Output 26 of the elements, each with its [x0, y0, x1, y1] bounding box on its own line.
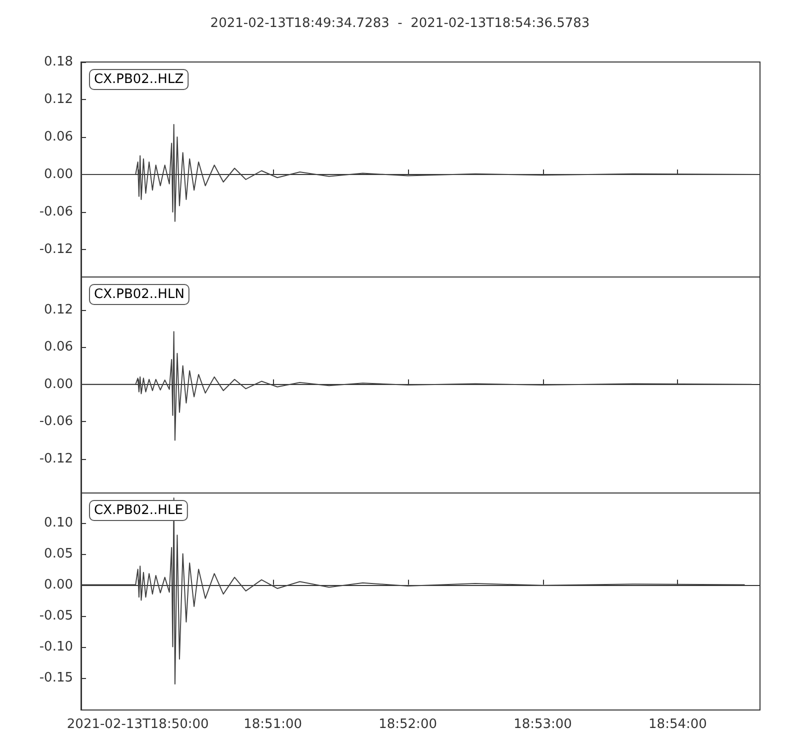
y-tick-label: -0.10 — [39, 639, 73, 654]
annotation: CX.PB02..HLE — [94, 503, 183, 518]
y-tick-label: -0.06 — [39, 414, 73, 430]
y-tick-label: -0.06 — [39, 204, 73, 220]
x-tick-label: 18:51:00 — [244, 717, 302, 732]
annotation: CX.PB02..HLZ — [94, 72, 184, 87]
x-tick-label: 18:52:00 — [378, 717, 437, 732]
y-tick-label: 0.12 — [44, 92, 73, 107]
y-tick-label: -0.15 — [39, 670, 73, 686]
y-tick-label: -0.05 — [39, 608, 73, 624]
x-tick-label: 2021-02-13T18:50:00 — [66, 717, 209, 732]
y-tick-label: -0.12 — [39, 451, 73, 466]
y-tick-label: 0.06 — [44, 340, 73, 355]
y-tick-label: 0.18 — [44, 54, 73, 70]
annotation: CX.PB02..HLN — [94, 287, 184, 302]
y-tick-label: 0.05 — [44, 546, 73, 562]
x-tick-label: 18:54:00 — [648, 717, 707, 732]
y-tick-label: 0.00 — [44, 577, 73, 592]
y-tick-label: 0.12 — [44, 302, 73, 318]
y-tick-label: 0.00 — [44, 376, 73, 392]
x-tick-label: 18:53:00 — [514, 717, 572, 732]
y-tick-label: 0.10 — [44, 515, 73, 530]
y-tick-label: -0.12 — [39, 242, 73, 257]
y-tick-label: 0.00 — [44, 167, 73, 182]
y-tick-label: 0.06 — [44, 130, 73, 144]
chart-title: 2021-02-13T18:49:34.7283 - 2021-02-13T18:54:36.5783 — [210, 16, 590, 31]
